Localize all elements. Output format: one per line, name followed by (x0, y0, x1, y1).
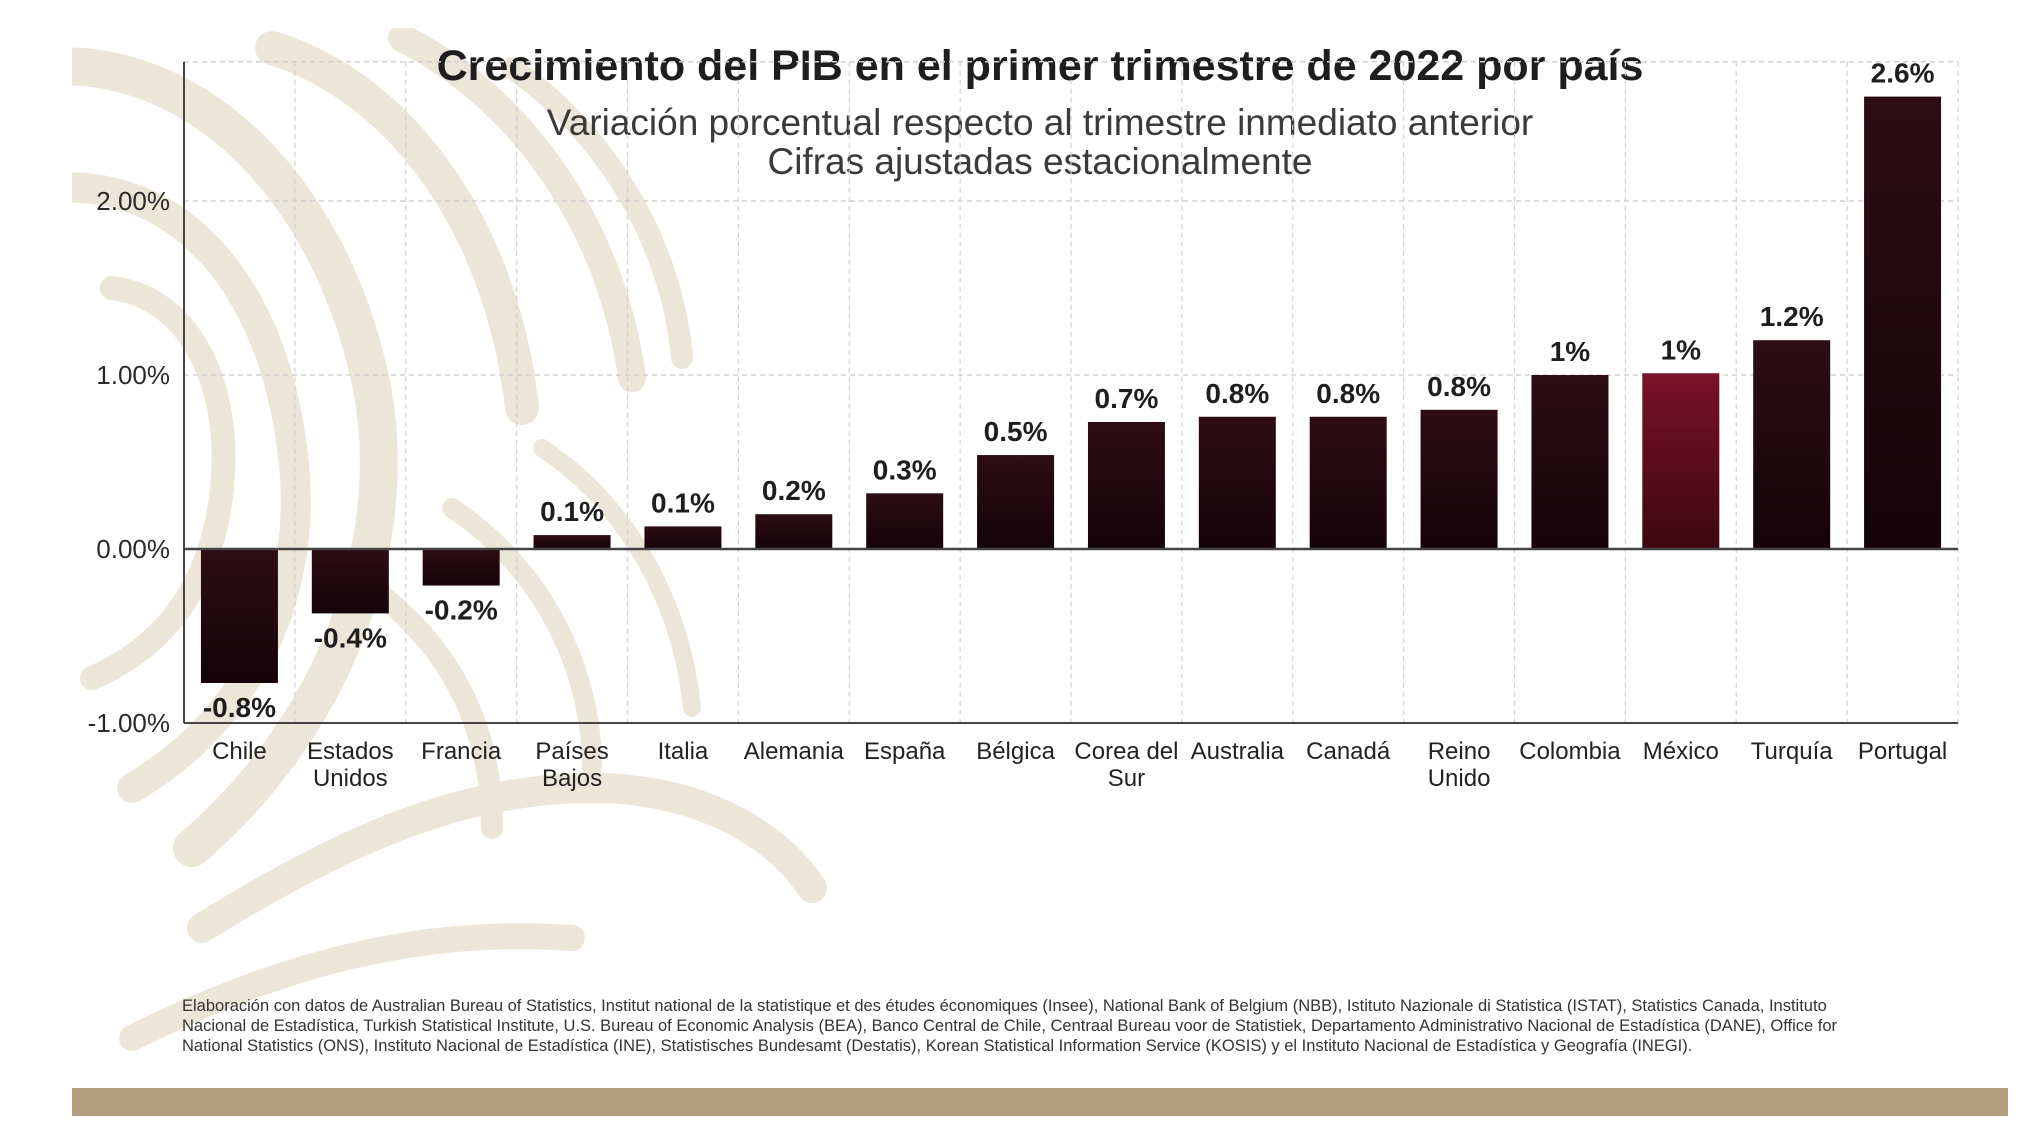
background-pattern (72, 28, 827, 1051)
bar (1531, 375, 1609, 549)
bar (1087, 421, 1165, 549)
data-label: 0.8% (1427, 371, 1491, 402)
data-label: 2.6% (1871, 58, 1935, 89)
bar (1198, 416, 1276, 549)
data-label: 0.1% (651, 487, 715, 518)
x-tick-label: España (864, 738, 946, 765)
bar (1642, 373, 1720, 549)
chart-subtitle-line-1: Variación porcentual respecto al trimest… (546, 102, 1534, 143)
data-label: 0.3% (873, 454, 937, 485)
chart-title: Crecimiento del PIB en el primer trimest… (436, 42, 1644, 90)
bar (755, 514, 833, 549)
x-tick-label: Reino (1428, 738, 1491, 765)
data-label: -0.8% (203, 692, 276, 723)
x-tick-label: Unidos (313, 765, 388, 792)
bar (200, 549, 278, 683)
x-tick-label: Francia (421, 738, 502, 765)
chart-subtitle-line-2: Cifras ajustadas estacionalmente (767, 141, 1313, 182)
bar (644, 526, 722, 549)
bar (1864, 96, 1942, 549)
x-tick-label: Italia (658, 738, 709, 765)
bar (533, 535, 611, 549)
x-tick-label: Canadá (1306, 738, 1391, 765)
data-label: -0.4% (314, 622, 387, 653)
x-tick-label: Alemania (744, 738, 845, 765)
bar (866, 493, 944, 549)
x-tick-label: Unido (1428, 765, 1491, 792)
bar (977, 455, 1055, 549)
source-footnote: Elaboración con datos de Australian Bure… (182, 997, 1838, 1055)
chart-panel: Crecimiento del PIB en el primer trimest… (72, 28, 2008, 1088)
x-tick-label: Bélgica (976, 738, 1055, 765)
data-label: 0.2% (762, 475, 826, 506)
data-label: 0.5% (984, 416, 1048, 447)
x-tick-label: Bajos (542, 765, 602, 792)
y-tick-label: -1.00% (88, 708, 170, 738)
bar (311, 549, 389, 614)
bar (1753, 340, 1831, 549)
x-tick-label: Estados (307, 738, 394, 765)
x-tick-label: México (1643, 738, 1719, 765)
data-label: 1% (1550, 336, 1591, 367)
x-tick-label: Chile (212, 738, 267, 765)
x-tick-label: Corea del (1074, 738, 1178, 765)
x-tick-label: Australia (1191, 738, 1285, 765)
x-tick-label: Países (535, 738, 608, 765)
bar (422, 549, 500, 586)
x-tick-label: Colombia (1519, 738, 1621, 765)
bar (1309, 416, 1387, 549)
y-tick-label: 2.00% (96, 186, 170, 216)
x-tick-label: Turquía (1751, 738, 1833, 765)
bar-chart: -1.00% 0.00% 1.00% 2.00% -0.8% Chile -0.4% Esta… (88, 58, 1959, 792)
y-tick-label: 0.00% (96, 534, 170, 564)
data-label: 1% (1661, 334, 1702, 365)
data-label: -0.2% (425, 595, 498, 626)
data-label: 0.1% (540, 496, 604, 527)
bottom-accent-bar (72, 1088, 2008, 1116)
x-tick-label: Portugal (1858, 738, 1947, 765)
data-label: 0.8% (1205, 378, 1269, 409)
data-label: 0.7% (1095, 383, 1159, 414)
bar (1420, 409, 1498, 549)
data-label: 0.8% (1316, 378, 1380, 409)
data-label: 1.2% (1760, 301, 1824, 332)
y-tick-label: 1.00% (96, 360, 170, 390)
x-tick-label: Sur (1108, 765, 1145, 792)
